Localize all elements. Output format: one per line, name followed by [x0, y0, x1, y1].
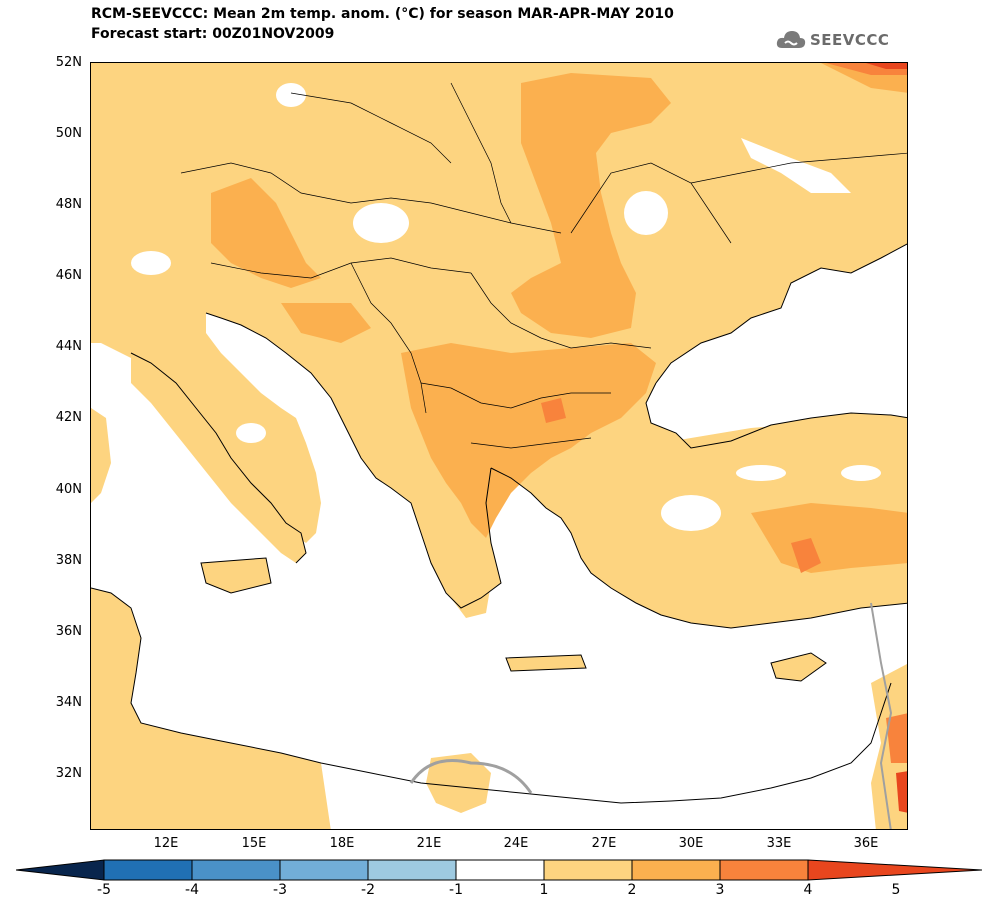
- neutral-area-ukraine: [741, 138, 851, 193]
- neutral-area-turkey-west: [661, 495, 721, 531]
- map-title: RCM-SEEVCCC: Mean 2m temp. anom. (°C) fo…: [91, 6, 674, 22]
- colorbar-label: -4: [185, 882, 199, 898]
- colorbar-label: 3: [715, 882, 725, 898]
- colorbar-arrow-high: [807, 859, 982, 881]
- colorbar-label: -2: [361, 882, 375, 898]
- lon-label: 15E: [241, 836, 267, 851]
- anomaly-region-1-2-italy: [131, 353, 306, 563]
- outside-domain-boundary-east: [870, 602, 893, 829]
- neutral-area-hungary: [353, 203, 409, 243]
- anomaly-region-2-3-croatia: [281, 303, 371, 343]
- anomaly-region-1-2-peloponnese: [436, 543, 491, 618]
- seevccc-logo: SEEVCCC: [776, 26, 889, 54]
- lat-label: 36N: [55, 624, 82, 639]
- anomaly-region-1-2-crete: [506, 655, 586, 671]
- colorbar-label: 4: [803, 882, 813, 898]
- anomaly-region-4-5-ne: [866, 63, 907, 69]
- lon-label: 36E: [853, 836, 879, 851]
- colorbar-swatch: [631, 859, 721, 881]
- colorbar: [16, 859, 982, 881]
- colorbar-swatch: [367, 859, 457, 881]
- neutral-area-north: [276, 83, 306, 107]
- logo-text: SEEVCCC: [810, 31, 890, 49]
- colorbar-label: -1: [449, 882, 463, 898]
- anomaly-region-2-3-carpathians: [211, 178, 321, 288]
- colorbar-label: 2: [627, 882, 637, 898]
- country-borders: [180, 82, 907, 449]
- colorbar-label: -3: [273, 882, 287, 898]
- neutral-area-turkey-ne: [841, 465, 881, 481]
- colorbar-arrow-low: [16, 859, 105, 881]
- colorbar-swatch: [191, 859, 281, 881]
- lon-label: 30E: [678, 836, 704, 851]
- lon-label: 21E: [416, 836, 442, 851]
- colorbar-swatch: [455, 859, 545, 881]
- anomaly-region-2-3-balkans: [401, 343, 656, 538]
- lon-label: 27E: [591, 836, 617, 851]
- lat-label: 52N: [55, 55, 82, 70]
- neutral-area-alps: [131, 251, 171, 275]
- lon-label: 24E: [503, 836, 529, 851]
- colorbar-swatch: [543, 859, 633, 881]
- lon-label: 33E: [766, 836, 792, 851]
- anomaly-region-3-4-bulgaria: [541, 398, 566, 423]
- neutral-area-italy: [236, 423, 266, 443]
- colorbar-swatch: [103, 859, 193, 881]
- lon-label: 18E: [329, 836, 355, 851]
- anomaly-region-1-2-sardinia: [91, 408, 111, 503]
- anomaly-region-1-2-africa-west: [91, 588, 331, 829]
- lat-label: 50N: [55, 126, 82, 141]
- cloud-icon: [776, 31, 806, 48]
- colorbar-label: 1: [539, 882, 549, 898]
- anomaly-region-2-3-turkey: [751, 503, 907, 573]
- lon-label: 12E: [153, 836, 179, 851]
- lat-label: 34N: [55, 695, 82, 710]
- colorbar-label: -5: [97, 882, 111, 898]
- anomaly-region-4-5-levant: [896, 771, 907, 813]
- colorbar-swatch: [719, 859, 809, 881]
- neutral-area-moldova: [624, 191, 668, 235]
- lat-label: 46N: [55, 268, 82, 283]
- outside-domain-boundary: [409, 759, 533, 794]
- lat-label: 44N: [55, 339, 82, 354]
- lat-label: 42N: [55, 410, 82, 425]
- anomaly-region-3-4-levant: [886, 713, 907, 763]
- lat-label: 48N: [55, 197, 82, 212]
- lat-label: 40N: [55, 482, 82, 497]
- map-canvas: [91, 63, 907, 829]
- colorbar-swatch: [279, 859, 369, 881]
- forecast-start-label: Forecast start: 00Z01NOV2009: [91, 26, 335, 42]
- lat-label: 38N: [55, 553, 82, 568]
- coastlines: [91, 243, 907, 804]
- lat-label: 32N: [55, 766, 82, 781]
- anomaly-region-1-2-sicily: [201, 558, 271, 593]
- temperature-anomaly-map: [90, 62, 908, 830]
- anomaly-region-3-4-turkey: [791, 538, 821, 573]
- anomaly-region-2-3-ukraine: [511, 73, 671, 338]
- neutral-area-turkey-north: [736, 465, 786, 481]
- colorbar-label: 5: [891, 882, 901, 898]
- anomaly-region-1-2-africa-east: [426, 753, 491, 813]
